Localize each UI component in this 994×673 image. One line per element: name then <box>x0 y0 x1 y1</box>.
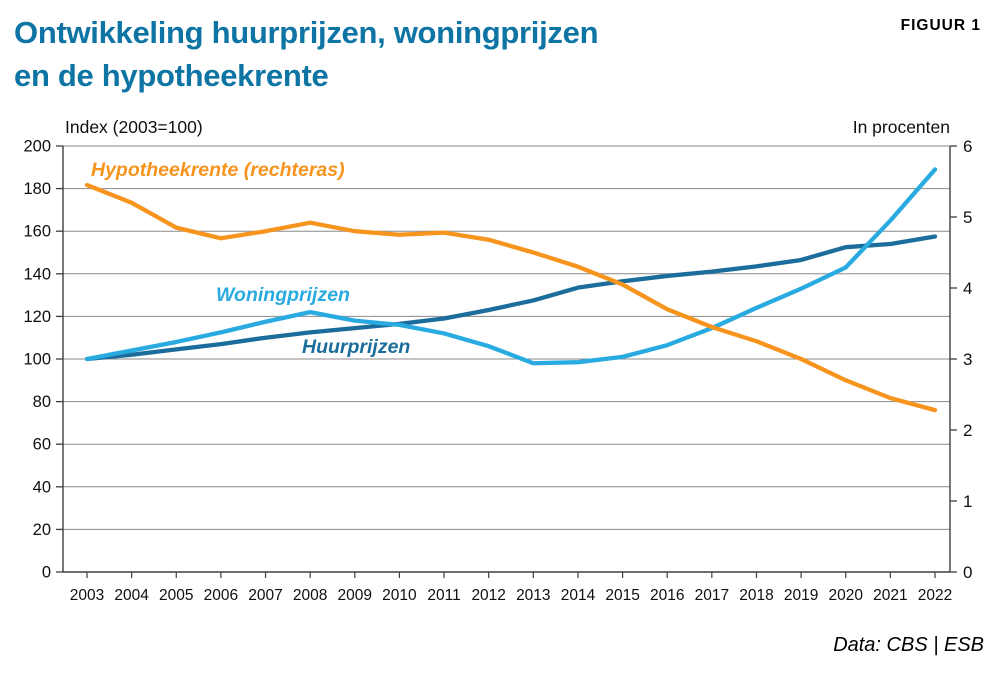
right-axis-tick-label: 6 <box>963 137 972 156</box>
year-label: 2015 <box>605 587 639 604</box>
data-source: Data: CBS | ESB <box>833 634 984 656</box>
right-axis-tick-label: 4 <box>963 279 972 298</box>
year-label: 2008 <box>293 587 327 604</box>
left-axis-tick-label: 60 <box>33 436 51 454</box>
year-label: 2005 <box>159 587 193 604</box>
figure-number-label: FIGUUR 1 <box>900 17 981 34</box>
right-axis-tick-label: 3 <box>963 350 972 369</box>
year-label: 2011 <box>427 587 460 604</box>
left-axis-title: Index (2003=100) <box>65 117 203 137</box>
year-label: 2018 <box>739 587 773 604</box>
series-label-hypotheekrente: Hypotheekrente (rechteras) <box>91 159 345 181</box>
year-label: 2022 <box>918 587 952 604</box>
year-label: 2013 <box>516 587 550 604</box>
left-axis-tick-label: 0 <box>42 564 51 582</box>
year-label: 2014 <box>561 587 596 604</box>
right-axis-tick-label: 2 <box>963 421 972 440</box>
year-label: 2016 <box>650 587 684 604</box>
right-axis-tick-label: 1 <box>963 492 972 511</box>
left-axis-tick-label: 200 <box>23 138 51 156</box>
series-line-woningprijzen <box>84 167 938 366</box>
year-label: 2012 <box>471 587 505 604</box>
left-axis-tick-label: 80 <box>33 393 51 411</box>
year-label: 2020 <box>828 587 863 604</box>
year-label: 2007 <box>248 587 282 604</box>
left-axis-tick-label: 180 <box>23 180 51 198</box>
series-label-woningprijzen: Woningprijzen <box>216 284 350 306</box>
year-label: 2003 <box>70 587 104 604</box>
year-label: 2021 <box>873 587 907 604</box>
right-axis-tick-label: 5 <box>963 208 972 227</box>
left-axis-tick-label: 20 <box>33 521 51 539</box>
series-line-huurprijzen <box>84 234 938 362</box>
right-axis-title: In procenten <box>852 117 950 137</box>
year-label: 2019 <box>784 587 818 604</box>
left-axis-tick-label: 100 <box>23 351 51 369</box>
year-label: 2006 <box>204 587 238 604</box>
figure-title: Ontwikkeling huurprijzen, woningprijzen … <box>14 11 599 97</box>
figure-title-line1: Ontwikkeling huurprijzen, woningprijzen <box>14 15 599 50</box>
series-label-huurprijzen: Huurprijzen <box>302 336 411 358</box>
right-axis-tick-label: 0 <box>963 563 972 582</box>
left-axis-tick-label: 160 <box>23 223 51 241</box>
left-axis-tick-label: 140 <box>23 265 51 283</box>
year-label: 2009 <box>338 587 372 604</box>
year-label: 2017 <box>695 587 729 604</box>
left-axis-tick-label: 120 <box>23 308 51 326</box>
figure-title-line2: en de hypotheekrente <box>14 58 329 93</box>
year-label: 2010 <box>382 587 417 604</box>
year-label: 2004 <box>114 587 149 604</box>
series-line-hypotheekrente-rechteras <box>84 182 938 413</box>
left-axis-tick-label: 40 <box>33 478 51 496</box>
